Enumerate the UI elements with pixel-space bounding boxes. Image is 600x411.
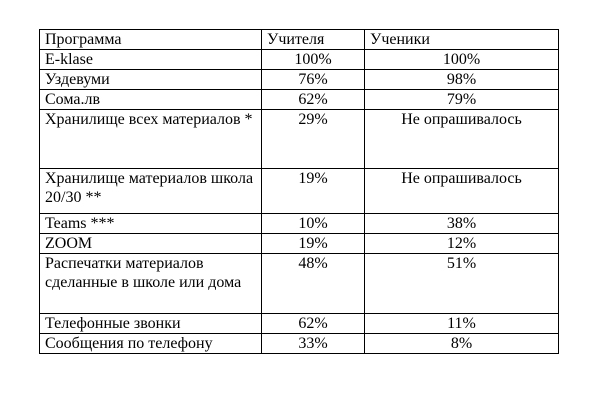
table-row: Распечатки материалов сделанные в школе … xyxy=(39,253,559,314)
program-cell: Сома.лв xyxy=(39,89,262,110)
table-row: Хранилище материалов школа 20/30 ** 19% … xyxy=(39,168,559,214)
students-cell: 100% xyxy=(364,49,559,70)
teachers-cell: 62% xyxy=(261,313,365,334)
table-row: Teams *** 10% 38% xyxy=(39,213,559,234)
teachers-cell: 29% xyxy=(261,109,365,169)
students-cell: 79% xyxy=(364,89,559,110)
program-cell: Телефонные звонки xyxy=(39,313,262,334)
table-row: Телефонные звонки 62% 11% xyxy=(39,313,559,334)
header-students: Ученики xyxy=(364,29,559,50)
students-cell: 51% xyxy=(364,253,559,314)
teachers-cell: 48% xyxy=(261,253,365,314)
program-cell: Хранилище материалов школа 20/30 ** xyxy=(39,168,262,214)
table-row: Хранилище всех материалов * 29% Не опраш… xyxy=(39,109,559,169)
program-cell: ZOOM xyxy=(39,233,262,254)
teachers-cell: 100% xyxy=(261,49,365,70)
teachers-cell: 62% xyxy=(261,89,365,110)
header-teachers: Учителя xyxy=(261,29,365,50)
table-row: Сома.лв 62% 79% xyxy=(39,89,559,110)
program-cell: Teams *** xyxy=(39,213,262,234)
program-cell: Хранилище всех материалов * xyxy=(39,109,262,169)
teachers-cell: 10% xyxy=(261,213,365,234)
students-cell: 38% xyxy=(364,213,559,234)
program-cell: Сообщения по телефону xyxy=(39,333,262,354)
students-cell: 98% xyxy=(364,69,559,90)
students-cell: Не опрашивалось xyxy=(364,109,559,169)
survey-table: Программа Учителя Ученики E-klase 100% 1… xyxy=(39,29,559,354)
program-cell: Распечатки материалов сделанные в школе … xyxy=(39,253,262,314)
table-row: E-klase 100% 100% xyxy=(39,49,559,70)
teachers-cell: 76% xyxy=(261,69,365,90)
teachers-cell: 19% xyxy=(261,233,365,254)
students-cell: 12% xyxy=(364,233,559,254)
teachers-cell: 33% xyxy=(261,333,365,354)
header-program: Программа xyxy=(39,29,262,50)
table-row: ZOOM 19% 12% xyxy=(39,233,559,254)
students-cell: 11% xyxy=(364,313,559,334)
table-row: Уздевуми 76% 98% xyxy=(39,69,559,90)
students-cell: 8% xyxy=(364,333,559,354)
teachers-cell: 19% xyxy=(261,168,365,214)
program-cell: Уздевуми xyxy=(39,69,262,90)
table-row: Сообщения по телефону 33% 8% xyxy=(39,333,559,354)
program-cell: E-klase xyxy=(39,49,262,70)
table-header-row: Программа Учителя Ученики xyxy=(39,29,559,50)
students-cell: Не опрашивалось xyxy=(364,168,559,214)
